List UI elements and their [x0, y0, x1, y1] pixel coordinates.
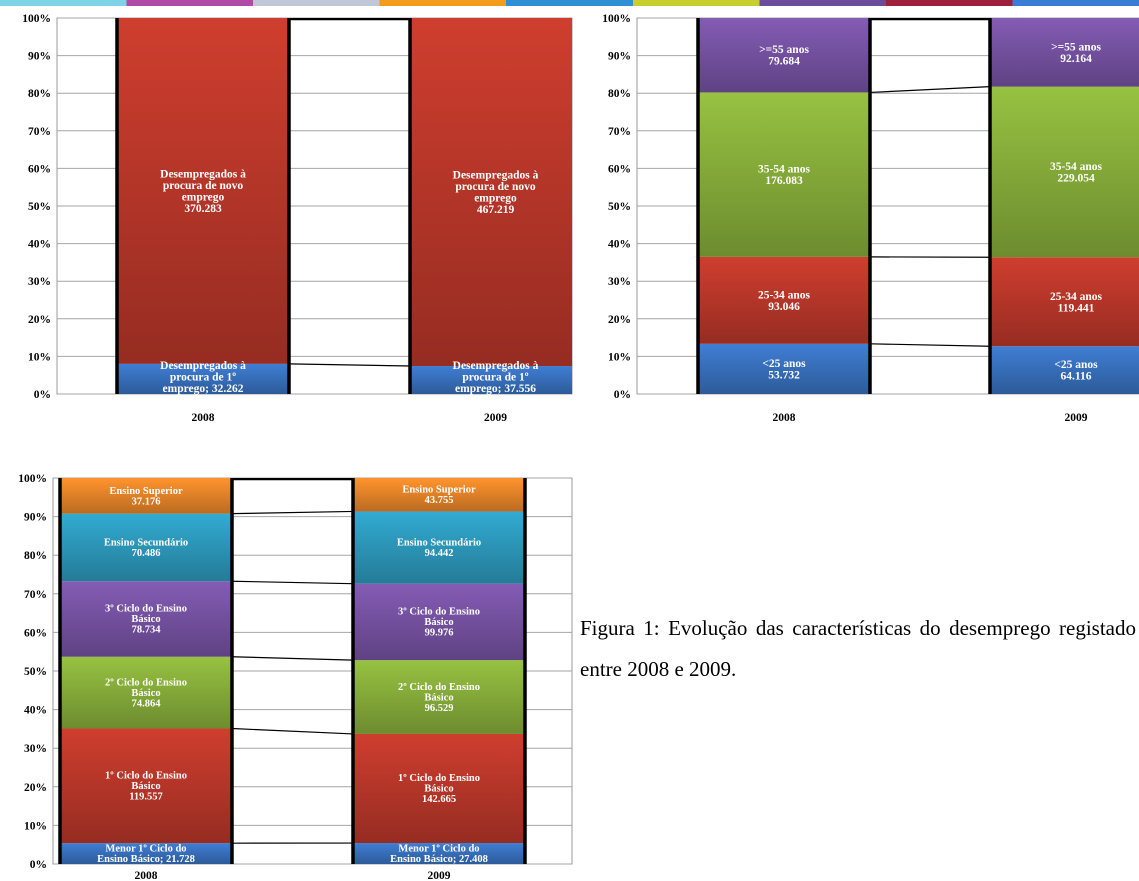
y-tick-label: 40% — [608, 239, 631, 251]
y-tick-label: 70% — [608, 126, 631, 138]
y-tick-label: 10% — [28, 351, 51, 363]
chart-escolaridade: 100% 90% 80% 70% 60% 50% 40% 30% 20% 10% 0% Menor 1… — [18, 473, 573, 881]
x-category-label: 2008 — [135, 870, 158, 881]
segment-data-label: 1º Ciclo do Ensino Básico 119.557 — [105, 771, 187, 803]
series-connector — [231, 510, 354, 515]
y-tick-label: 20% — [28, 314, 51, 326]
bar-segment — [60, 581, 232, 657]
segment-data-label: 35-54 anos 176.083 — [758, 164, 811, 188]
y-tick-label: 60% — [608, 163, 631, 175]
y-tick-label: 60% — [24, 627, 47, 639]
segment-data-label: 2º Ciclo do Ensino Básico 96.529 — [398, 682, 480, 714]
y-tick-label: 100% — [602, 13, 631, 25]
x-category-label: 2009 — [484, 412, 507, 424]
bar-segment — [698, 18, 870, 93]
y-tick-label: 90% — [608, 51, 631, 63]
y-tick-label: 100% — [18, 473, 47, 485]
y-tick-label: 90% — [28, 51, 51, 63]
y-tick-label: 10% — [24, 820, 47, 832]
x-category-label: 2009 — [1065, 412, 1088, 424]
segment-data-label: <25 anos 64.116 — [1054, 359, 1098, 383]
segment-data-label: >=55 anos 92.164 — [1051, 41, 1101, 65]
segment-data-label: Desempregados à procura de novo emprego 370… — [160, 168, 246, 215]
segment-data-label: 2º Ciclo do Ensino Básico 74.864 — [105, 677, 187, 709]
bar-segment — [698, 92, 870, 257]
segment-data-label: >=55 anos 79.684 — [759, 44, 809, 68]
y-tick-label: 80% — [28, 88, 51, 100]
y-tick-label: 50% — [28, 201, 51, 213]
bar-segment — [698, 256, 870, 344]
y-tick-label: 30% — [608, 276, 631, 288]
y-tick-label: 70% — [24, 589, 47, 601]
bar-segment — [353, 733, 525, 844]
segment-data-label: Ensino Secundário 70.486 — [104, 537, 188, 559]
segment-data-label: 3º Ciclo do Ensino Básico 99.976 — [398, 607, 480, 639]
y-tick-label: 0% — [30, 859, 47, 871]
bar-segment — [60, 728, 232, 844]
bar-segment — [60, 478, 232, 514]
bar-segment — [60, 843, 232, 864]
series-connector — [231, 656, 354, 661]
y-tick-label: 30% — [24, 743, 47, 755]
series-connector — [231, 580, 354, 585]
y-tick-label: 60% — [28, 163, 51, 175]
bar-segment — [117, 18, 289, 364]
x-category-label: 2008 — [773, 412, 796, 424]
y-tick-label: 80% — [24, 550, 47, 562]
bar-segment — [410, 18, 572, 367]
bar-segment — [60, 513, 232, 582]
segment-data-label: Ensino Secundário 94.442 — [397, 538, 481, 560]
bar-segment — [990, 86, 1139, 258]
bar-segment — [410, 366, 572, 394]
segment-data-label: Ensino Superior 37.176 — [109, 486, 183, 508]
bar-segment — [117, 363, 289, 394]
series-connector — [288, 363, 411, 367]
y-tick-label: 50% — [24, 666, 47, 678]
y-tick-label: 90% — [24, 512, 47, 524]
segment-data-label: 25-34 anos 93.046 — [758, 289, 811, 313]
y-tick-label: 50% — [608, 201, 631, 213]
y-tick-label: 0% — [614, 389, 631, 401]
segment-data-label: Desempregados à procura de 1º emprego; 32.… — [160, 360, 246, 395]
segment-data-label: Menor 1º Ciclo do Ensino Básico; 27.408 — [390, 844, 488, 866]
y-tick-label: 0% — [34, 389, 51, 401]
y-tick-label: 100% — [22, 13, 51, 25]
bar-segment — [990, 346, 1139, 394]
y-tick-label: 10% — [608, 351, 631, 363]
segment-data-label: 3º Ciclo do Ensino Básico 78.734 — [105, 604, 187, 636]
bar-segment — [353, 583, 525, 661]
figure-caption: Figura 1: Evolução das características d… — [580, 616, 1136, 681]
segment-data-label: Menor 1º Ciclo do Ensino Básico; 21.728 — [97, 844, 195, 866]
bar-segment — [353, 660, 525, 734]
y-tick-label: 20% — [608, 314, 631, 326]
segment-data-label: Desempregados à procura de 1º emprego; 37.… — [453, 360, 539, 395]
y-tick-label: 80% — [608, 88, 631, 100]
segment-data-label: Ensino Superior 43.755 — [402, 485, 476, 507]
segment-data-label: 1º Ciclo do Ensino Básico 142.665 — [398, 773, 480, 805]
series-connector — [231, 727, 354, 735]
series-connector — [869, 86, 991, 94]
y-tick-label: 40% — [24, 705, 47, 717]
series-connector — [869, 343, 991, 347]
y-tick-label: 70% — [28, 126, 51, 138]
segment-data-label: <25 anos 53.732 — [762, 358, 806, 382]
decorative-color-band — [0, 0, 1139, 6]
y-tick-label: 20% — [24, 782, 47, 794]
chart-tipo-desemprego: 100% 90% 80% 70% 60% 50% 40% 30% 20% 10% 0% Desempr… — [22, 13, 573, 424]
bar-segment — [353, 511, 525, 584]
y-tick-label: 40% — [28, 239, 51, 251]
segment-data-label: Desempregados à procura de novo emprego 467… — [453, 170, 539, 217]
bar-segment — [990, 257, 1139, 347]
y-tick-label: 30% — [28, 276, 51, 288]
bar-segment — [60, 656, 232, 729]
x-category-label: 2009 — [428, 870, 451, 881]
bar-segment — [353, 478, 525, 512]
bar-segment — [698, 343, 870, 394]
bar-segment — [990, 18, 1139, 87]
bar-segment — [353, 843, 525, 864]
segment-data-label: 35-54 anos 229.054 — [1050, 161, 1103, 185]
segment-data-label: 25-34 anos 119.441 — [1050, 291, 1103, 315]
chart-idade: 100% 90% 80% 70% 60% 50% 40% 30% 20% 10% 0% <25 ano… — [602, 13, 1139, 424]
x-category-label: 2008 — [192, 412, 215, 424]
